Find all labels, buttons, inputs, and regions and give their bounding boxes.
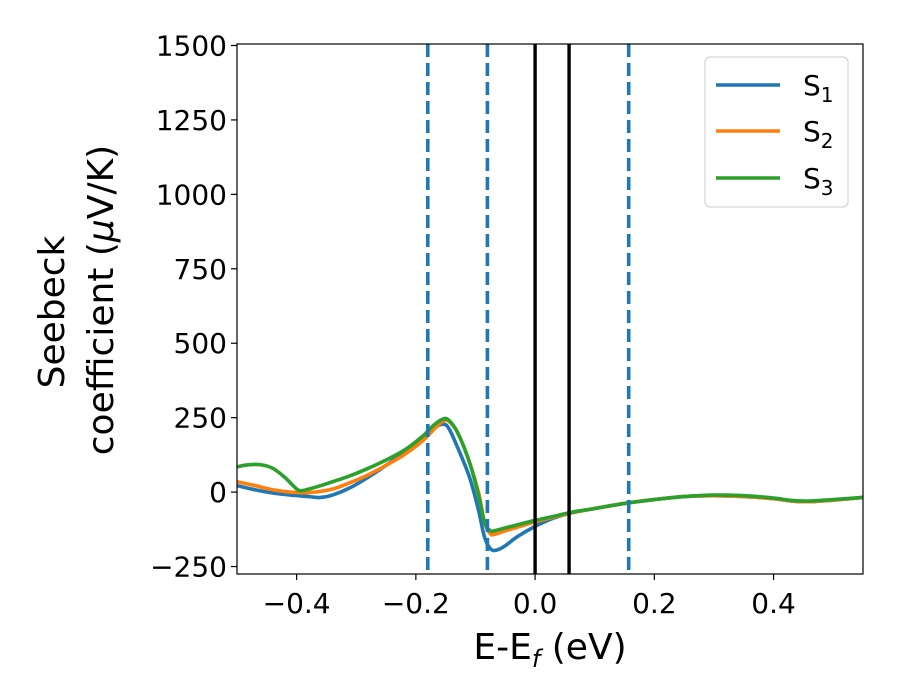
y-tick-label: 1500 [156,29,227,62]
x-axis-title: E-Ef (eV) [473,627,626,673]
y-tick-label: 750 [174,253,227,286]
legend-label-s3: S3 [803,162,834,200]
x-tick-label: 0.2 [632,587,677,620]
x-tick-label: −0.2 [382,587,450,620]
y-tick-label: 500 [174,327,227,360]
legend: S1 S2 S3 [704,56,849,208]
x-axis-title-main: E-E [473,627,531,668]
y-axis-title-line1: Seebeck [32,235,73,388]
x-tick-label: 0.0 [513,587,558,620]
y-tick-label: −250 [150,551,227,584]
legend-label-s2: S2 [803,115,834,153]
x-axis: −0.4 −0.2 0.0 0.2 0.4 [263,574,796,620]
y-axis-title-mu: μ [81,219,122,243]
y-tick-label: 1250 [156,104,227,137]
y-tick-label: 1000 [156,178,227,211]
y-axis-title-prefix: coefficient ( [81,242,122,455]
series-layer [237,416,863,553]
vline-layer [425,44,631,574]
y-axis-title-suffix: V/K) [81,145,122,219]
x-axis-title-unit: (eV) [540,627,626,668]
y-axis-title-line2: coefficient (μV/K) [81,145,122,455]
x-tick-label: 0.4 [751,587,796,620]
x-tick-label: −0.4 [263,587,331,620]
y-tick-label: 250 [174,402,227,435]
plot-frame [236,43,864,575]
legend-label-s1: S1 [803,69,834,107]
y-axis: −250 0 250 500 750 1000 1250 1500 [150,29,237,584]
y-tick-label: 0 [209,476,227,509]
series-line-s3 [237,416,863,534]
